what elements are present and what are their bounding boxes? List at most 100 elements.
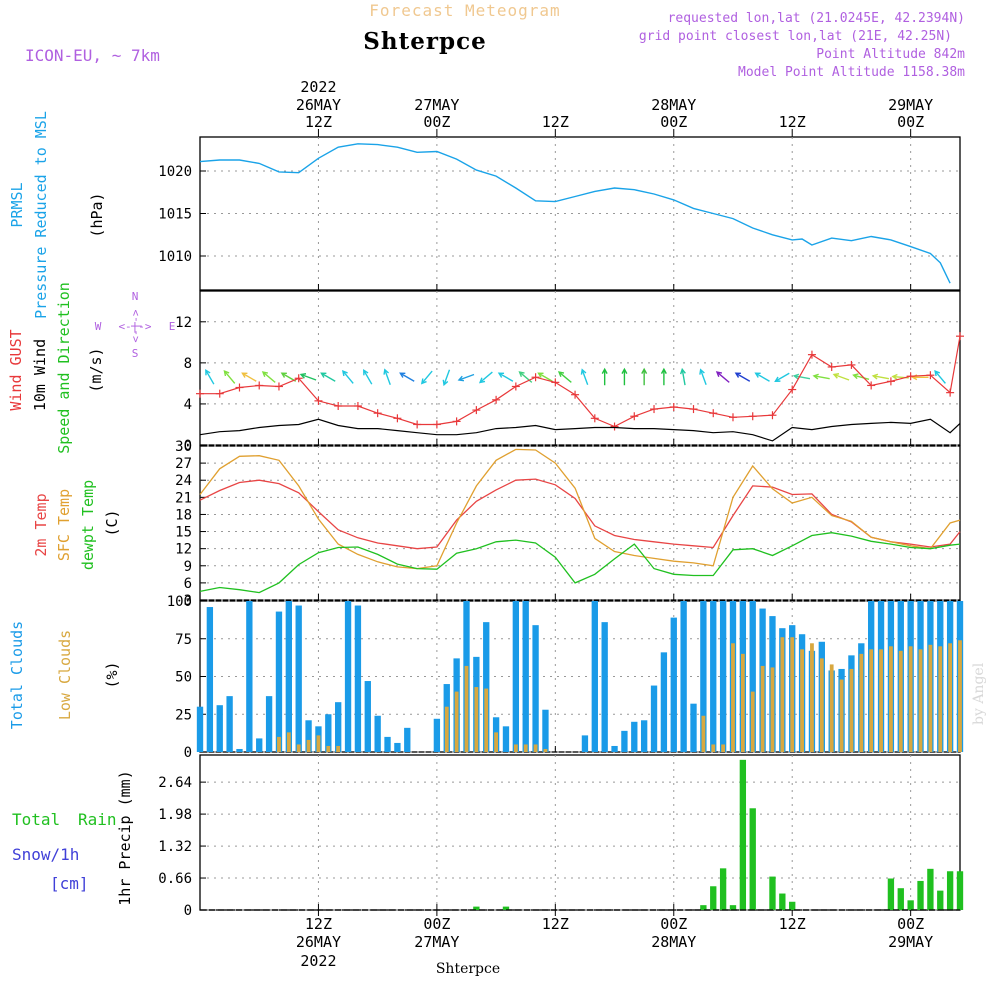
wind-gust-marker <box>956 332 964 341</box>
total-cloud-bar <box>275 611 283 752</box>
bottom-axis-day: 26MAY <box>296 933 341 951</box>
wind-arrow-head <box>660 367 667 374</box>
total-cloud-bar <box>650 685 658 752</box>
wind-arrow-head <box>832 373 840 379</box>
bottom-axis-year: 2022 <box>300 952 336 970</box>
wind-arrow-head <box>537 372 544 378</box>
wind-gust-marker <box>373 409 382 418</box>
top-axis-day: 29MAY <box>888 96 933 114</box>
wind-arrow-shaft <box>538 372 553 382</box>
temp-ytick-label: 24 <box>175 473 192 489</box>
temp-2m-line <box>199 478 961 550</box>
total-cloud-bar <box>216 705 223 752</box>
low-cloud-bar <box>849 668 854 752</box>
top-axis-hour: 00Z <box>660 113 687 131</box>
wind-direction-arrow <box>660 367 667 386</box>
low-cloud-bar <box>533 744 538 752</box>
wind-gust-marker <box>709 409 718 418</box>
rain-bar <box>749 808 756 910</box>
total-cloud-bar <box>522 601 529 752</box>
wind-gust-marker <box>807 350 816 359</box>
wind-arrow-shaft <box>716 371 730 383</box>
temp-ytick-label: 30 <box>175 439 192 455</box>
clouds-ytick-label: 75 <box>175 632 192 648</box>
precip-snow-label: Snow/1h <box>12 845 79 864</box>
top-axis-year: 2022 <box>300 78 336 96</box>
wind-arrow-head <box>299 373 307 379</box>
wind-arrow-head <box>679 367 686 375</box>
rain-bar <box>769 876 776 910</box>
total-cloud-bar <box>601 622 608 752</box>
pressure-ytick-label: 1010 <box>158 249 192 265</box>
total-cloud-bar <box>611 745 618 752</box>
wind-gust-marker <box>886 377 895 386</box>
low-cloud-bar <box>543 748 548 752</box>
low-cloud-bar <box>296 744 301 752</box>
wind-direction-arrow <box>641 367 648 386</box>
wind-arrow-shaft <box>519 371 533 383</box>
wind-gust-marker <box>748 412 757 421</box>
wind-arrow-head <box>934 369 941 377</box>
wind-gust-marker <box>215 389 224 398</box>
total-cloud-bar <box>532 625 539 752</box>
wind-gust-marker <box>946 388 955 397</box>
total-cloud-bar <box>710 601 717 752</box>
wind-direction-arrow <box>363 369 373 385</box>
total-cloud-bar <box>591 601 598 752</box>
wind-arrow-head <box>774 376 781 382</box>
wind-arrow-head <box>601 367 608 374</box>
wind-direction-arrow <box>537 372 553 382</box>
temp-ytick-label: 6 <box>184 576 192 592</box>
rain-bar <box>473 906 480 910</box>
wind-direction-arrow <box>205 369 215 385</box>
wind-gust-marker <box>669 403 678 412</box>
wind-gust-marker <box>610 422 619 431</box>
wind-direction-arrow <box>871 373 890 380</box>
total-cloud-bar <box>364 681 371 752</box>
wind-arrow-shaft <box>384 369 391 385</box>
wind-arrow-head <box>621 367 628 374</box>
total-cloud-bar <box>660 652 668 752</box>
compass-east: E <box>169 320 176 333</box>
wind-ytick-label: 12 <box>175 315 192 331</box>
low-cloud-bar <box>484 688 489 752</box>
total-cloud-bar <box>690 703 697 752</box>
wind-arrow-head <box>580 368 587 375</box>
wind-direction-arrow <box>852 373 870 380</box>
precip-ytick-label: 1.32 <box>158 839 192 855</box>
compass-we-arrow: <-|-> <box>118 320 151 333</box>
total-clouds-label: Total Clouds <box>8 621 26 729</box>
wind-arrow-shaft <box>794 375 811 380</box>
low-cloud-bar <box>721 744 726 752</box>
wind-arrow-head <box>399 372 406 378</box>
wind-direction-arrow <box>679 367 686 386</box>
wind-arrow-head <box>383 368 390 375</box>
wind-gust-marker <box>294 374 303 383</box>
wind-gust-line <box>200 336 961 428</box>
wind-gust-marker <box>728 413 737 422</box>
wind-direction-arrow <box>420 370 433 385</box>
total-cloud-bar <box>384 736 391 752</box>
precip-ytick-label: 2.64 <box>158 775 192 791</box>
wind-gust-marker <box>650 405 659 414</box>
bottom-axis-hour: 12Z <box>542 915 569 933</box>
wind-arrow-head <box>341 369 348 377</box>
wind-direction-arrow <box>299 373 317 381</box>
temp-ytick-label: 18 <box>175 507 192 523</box>
rain-bar <box>719 868 727 910</box>
wind-arrow-shaft <box>363 369 373 385</box>
wind-gust-marker <box>768 411 777 420</box>
low-cloud-bar <box>898 650 903 752</box>
clouds-ytick-label: 50 <box>175 670 192 686</box>
wind-gust-marker <box>196 389 204 398</box>
wind-arrow-head <box>420 378 427 385</box>
low-cloud-bar <box>839 679 844 752</box>
low-cloud-bar <box>829 664 834 752</box>
low-cloud-bar <box>316 735 321 752</box>
wind-arrow-shaft <box>755 372 770 382</box>
compass-west: W <box>95 320 102 333</box>
low-cloud-bar <box>938 646 943 752</box>
clouds-ytick-label: 25 <box>175 707 192 723</box>
wind-arrow-shaft <box>558 371 572 383</box>
pressure-unit-label: (hPa) <box>88 192 106 237</box>
